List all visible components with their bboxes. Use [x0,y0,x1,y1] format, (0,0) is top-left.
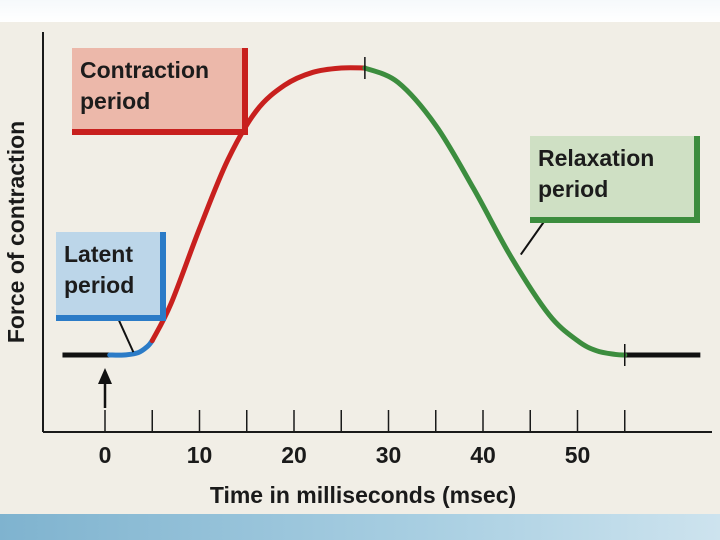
x-ticks [104,410,626,432]
contraction-period-label: Contraction period [72,48,248,135]
y-axis-label: Force of contraction [3,121,29,343]
label-pointers [111,115,549,353]
latent-label-line1: Latent [64,241,133,267]
latent-period-curve [107,338,155,358]
latent-period-label: Latent period [56,232,166,321]
tick-label-30: 30 [376,442,402,468]
relaxation-period-label: Relaxation period [530,136,700,223]
x-tick-labels: 0 10 20 30 40 50 [99,442,591,468]
axes [42,32,712,433]
tick-label-0: 0 [99,442,112,468]
tick-label-40: 40 [470,442,496,468]
contraction-label-line2: period [80,88,151,114]
stimulus-arrow-head [98,368,112,384]
series-layer [62,57,701,366]
relaxation-label-line2: period [538,176,609,202]
bottom-band [0,514,720,540]
tick-label-20: 20 [281,442,307,468]
stimulus-arrow [98,368,112,408]
top-band [0,0,720,22]
x-axis-label: Time in milliseconds (msec) [210,482,516,508]
relaxation-period-curve [362,65,628,358]
relaxation-label-line1: Relaxation [538,145,655,171]
tick-label-10: 10 [187,442,213,468]
tick-label-50: 50 [565,442,591,468]
contraction-label-line1: Contraction [80,57,210,83]
latent-label-line2: period [64,272,135,298]
contraction-period-curve [149,65,368,344]
